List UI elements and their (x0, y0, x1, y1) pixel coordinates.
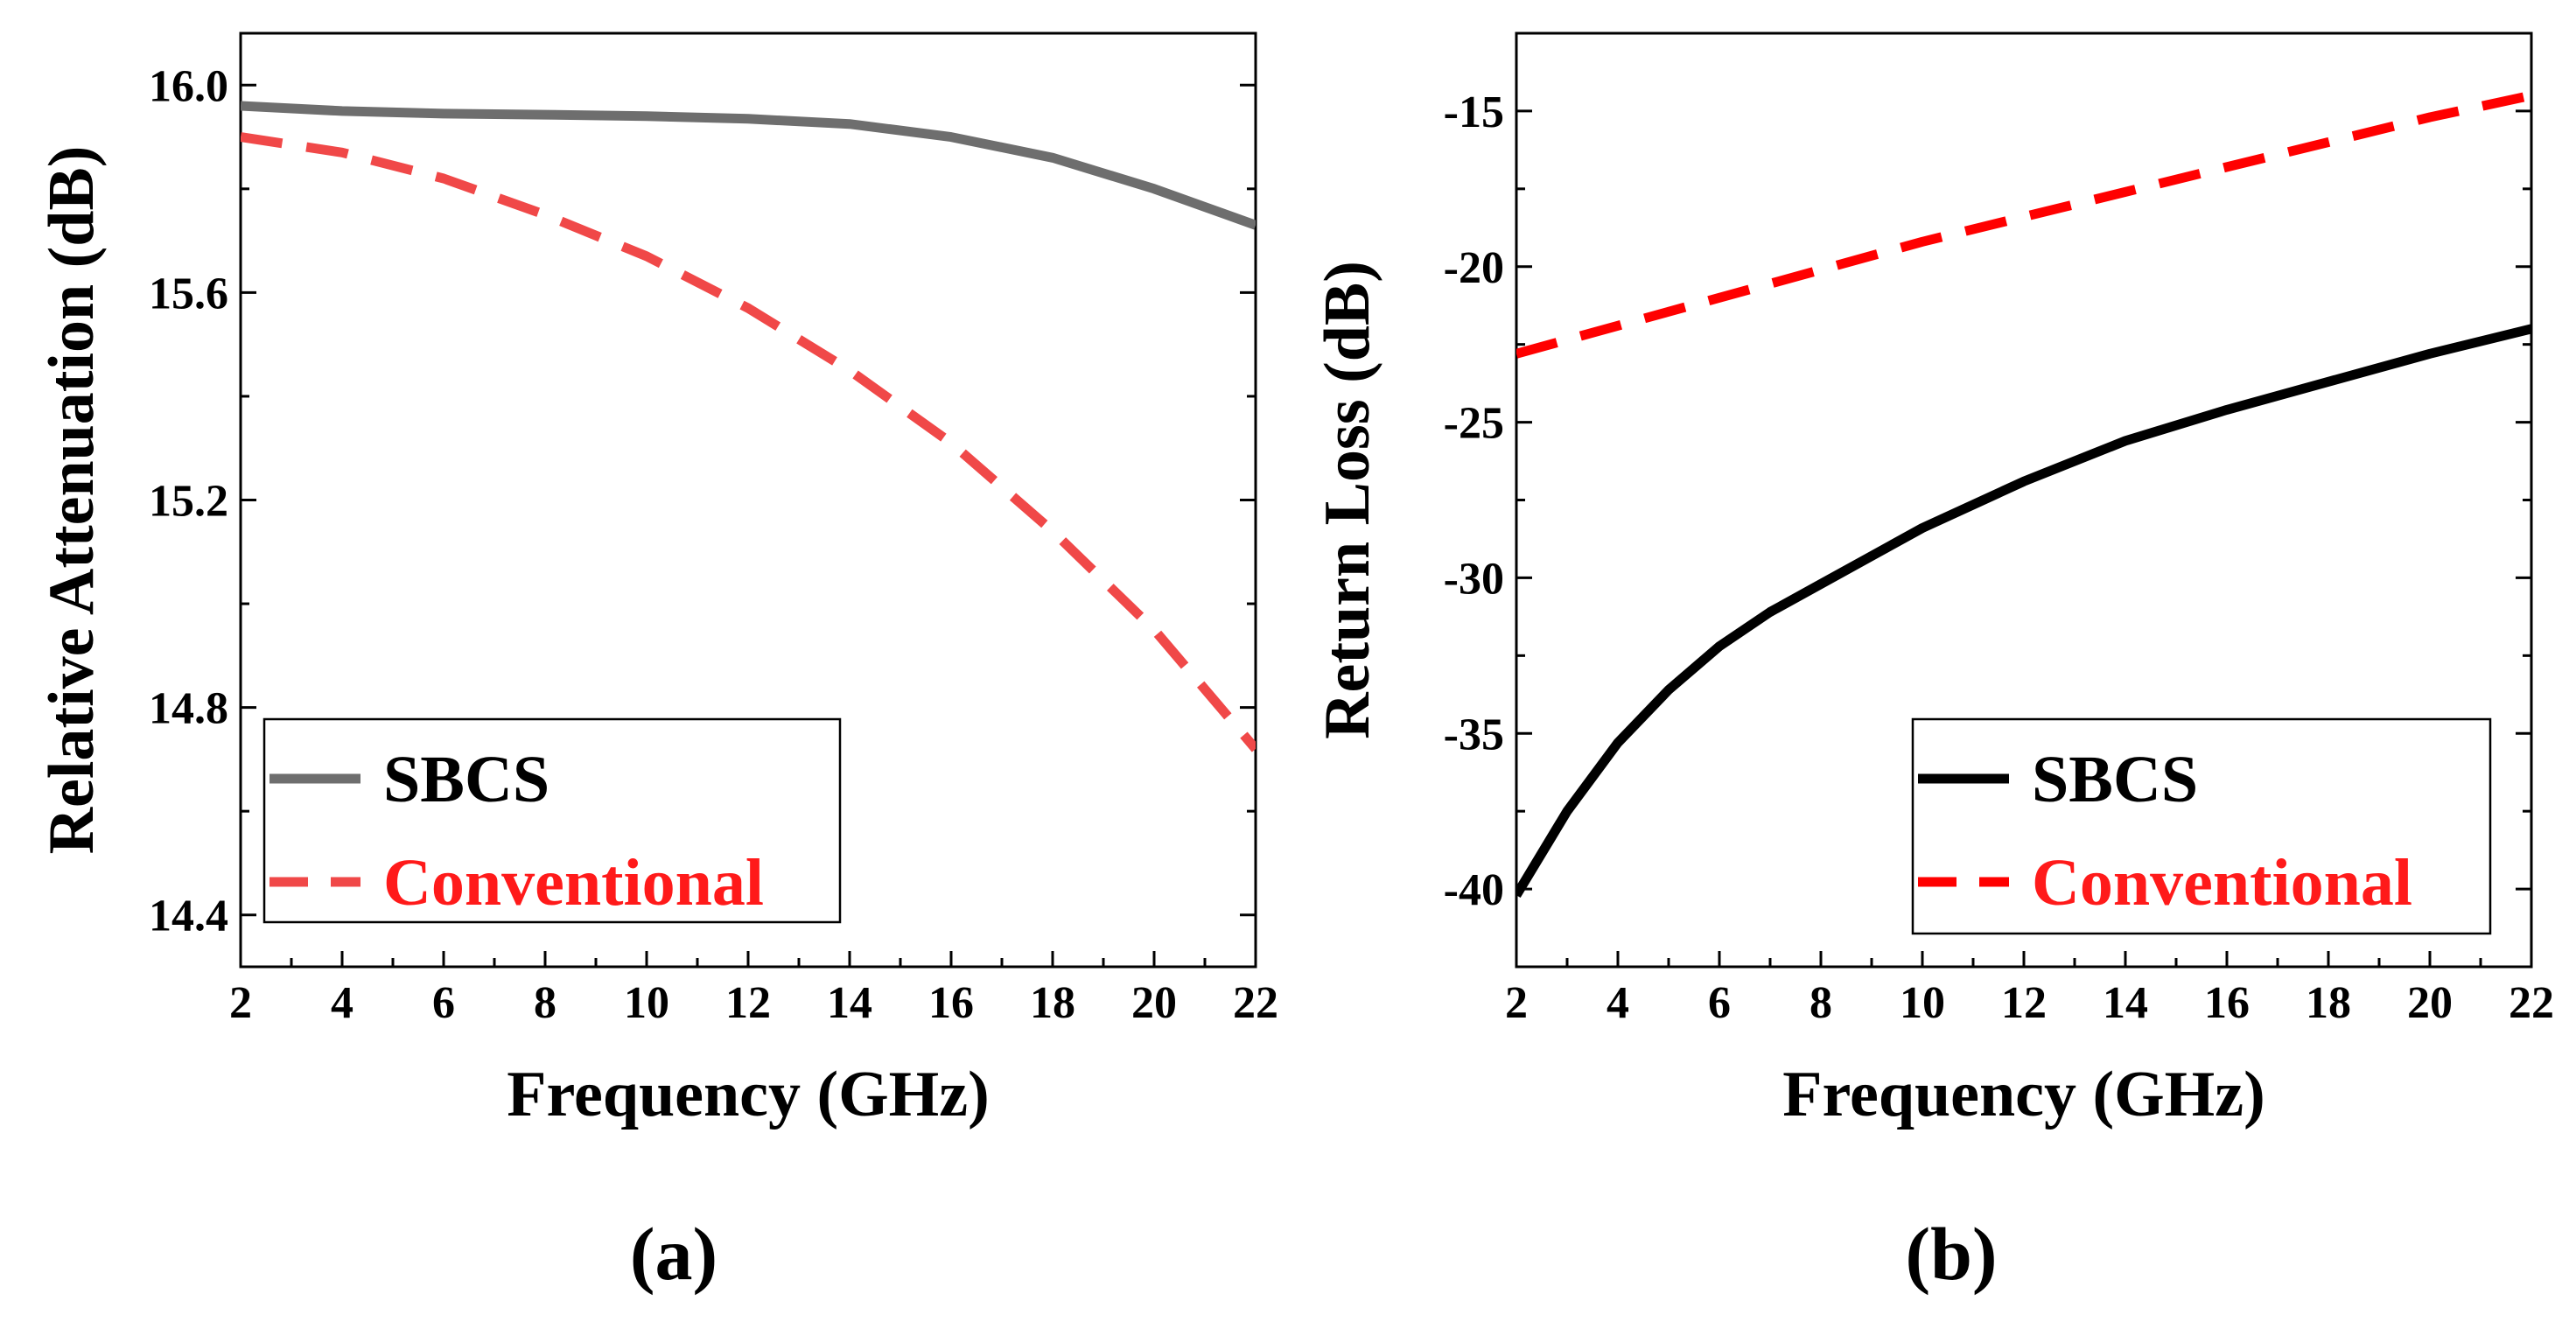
y-tick-label-a: 14.4 (149, 892, 228, 941)
x-axis-title-b: Frequency (GHz) (1782, 1059, 2264, 1130)
y-axis-title-b: Return Loss (dB) (1312, 261, 1383, 739)
chart-panel-a: 2 4 6 8 10 12 14 16 18 20 22 14.4 14.8 15.2 15.6 16.0 S… (36, 31, 1278, 1296)
x-tick-label-a: 14 (827, 978, 872, 1028)
chart-panel-b: 2 4 6 8 10 12 14 16 18 20 22 -40 -35 -30 -25 -20 -15 SBC… (1312, 31, 2554, 1296)
legend-a: SBCS Conventional (262, 717, 842, 924)
x-axis-title-a: Frequency (GHz) (507, 1059, 989, 1130)
series-line-sbcs (241, 101, 1256, 230)
x-tick-label-a: 16 (928, 978, 974, 1028)
series-b (1516, 90, 2531, 899)
y-tick-label-b: -30 (1444, 554, 1504, 604)
x-tick-label-a: 12 (725, 978, 771, 1028)
ticks-a: 2 4 6 8 10 12 14 16 18 20 22 14.4 14.8 15.2 15.6 16.0 (149, 61, 1278, 1028)
x-tick-label-b: 10 (1900, 978, 1945, 1028)
x-tick-label-b: 2 (1505, 978, 1528, 1028)
legend-label-sbcs: SBCS (383, 743, 550, 816)
series-line-conventional (241, 132, 1256, 752)
panel-label-b: (b) (1905, 1212, 1997, 1296)
x-tick-label-b: 20 (2407, 978, 2453, 1028)
x-tick-label-a: 10 (624, 978, 669, 1028)
x-tick-label-a: 8 (534, 978, 556, 1028)
x-tick-label-b: 14 (2103, 978, 2148, 1028)
x-tick-label-b: 18 (2306, 978, 2351, 1028)
panel-label-a: (a) (630, 1212, 718, 1296)
series-line-sbcs (1516, 324, 2531, 899)
legend-label-conventional: Conventional (383, 846, 764, 920)
y-tick-label-b: -25 (1444, 399, 1504, 449)
x-tick-label-b: 6 (1708, 978, 1731, 1028)
x-tick-label-a: 18 (1030, 978, 1075, 1028)
x-tick-label-a: 22 (1233, 978, 1278, 1028)
x-tick-label-b: 8 (1810, 978, 1832, 1028)
legend-label-conventional: Conventional (2032, 846, 2412, 920)
x-tick-label-a: 6 (432, 978, 455, 1028)
y-tick-label-b: -35 (1444, 710, 1504, 759)
x-tick-label-a: 2 (229, 978, 252, 1028)
x-tick-label-b: 16 (2204, 978, 2250, 1028)
x-tick-label-b: 12 (2001, 978, 2047, 1028)
legend-b: SBCS Conventional (1911, 717, 2492, 935)
legend-box (262, 717, 842, 924)
series-line-conventional (1516, 90, 2531, 359)
legend-label-sbcs: SBCS (2032, 743, 2198, 816)
y-tick-label-b: -15 (1444, 87, 1504, 137)
x-tick-label-a: 20 (1131, 978, 1177, 1028)
y-tick-label-a: 15.2 (149, 477, 228, 527)
y-tick-label-b: -20 (1444, 243, 1504, 293)
legend-box (1911, 717, 2492, 935)
y-tick-label-a: 16.0 (149, 61, 228, 111)
y-tick-label-a: 14.8 (149, 684, 228, 734)
y-tick-label-a: 15.6 (149, 269, 228, 318)
x-tick-label-b: 22 (2509, 978, 2554, 1028)
ticks-b: 2 4 6 8 10 12 14 16 18 20 22 -40 -35 -30 -25 -20 -15 (1444, 87, 2554, 1028)
y-axis-title-a: Relative Attenuation (dB) (36, 146, 108, 855)
series-a (241, 101, 1256, 752)
x-tick-label-b: 4 (1606, 978, 1629, 1028)
y-tick-label-b: -40 (1444, 865, 1504, 915)
x-tick-label-a: 4 (331, 978, 354, 1028)
